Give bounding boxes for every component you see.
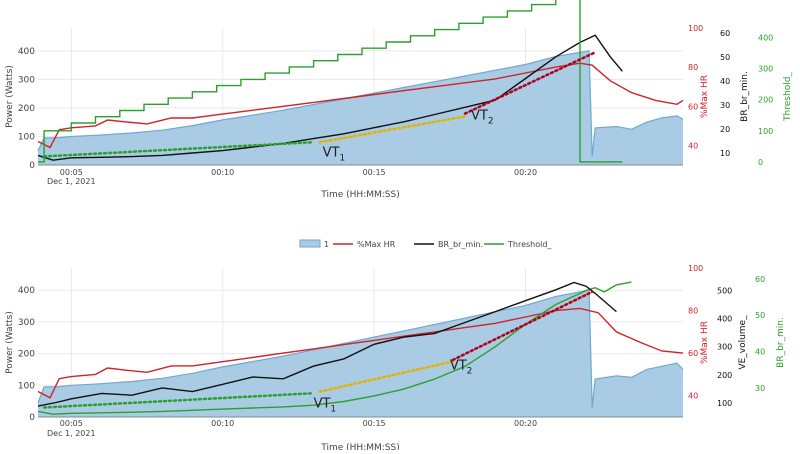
y-right-tick: 0	[758, 158, 763, 167]
y-left-tick: 100	[18, 381, 35, 391]
y-right-tick: 20	[720, 125, 730, 134]
y-right-tick: 50	[755, 311, 765, 320]
y-right-tick: 30	[720, 101, 730, 110]
y-right-tick: 60	[688, 349, 698, 358]
y-right-tick: 300	[758, 64, 773, 73]
x-tick: 00:10	[211, 168, 234, 177]
y-left-tick: 200	[18, 350, 35, 360]
annotation-sub: 1	[330, 404, 336, 414]
x-date-label: Dec 1, 2021	[47, 429, 96, 438]
y-right-tick: 10	[720, 149, 730, 158]
power-line	[37, 50, 684, 157]
annotation-sub: 1	[339, 153, 345, 163]
y-right-tick: 40	[688, 141, 698, 150]
annotation-vt: VT1	[314, 396, 337, 414]
gold-dotted-fit	[318, 115, 467, 144]
y-right-tick: 500	[717, 286, 732, 295]
series-line-threshold	[38, 0, 623, 163]
legend-item-label: 1	[324, 240, 329, 249]
power-area	[38, 290, 683, 417]
y-left-tick: 300	[18, 75, 35, 85]
y-right-tick: 80	[688, 307, 698, 316]
x-tick: 00:20	[514, 419, 537, 428]
green-dotted-fit	[42, 391, 315, 409]
red-dotted-fit	[451, 290, 594, 362]
y-right-tick: 60	[688, 102, 698, 111]
legend-item-label: BR_br_min.	[438, 240, 483, 249]
x-tick: 00:15	[363, 419, 386, 428]
y-right-tick: 100	[688, 264, 703, 273]
y-right-tick: 50	[720, 53, 730, 62]
green-dotted-fit	[42, 140, 315, 158]
y-right-tick: 400	[758, 33, 773, 42]
y-left-tick: 100	[18, 132, 35, 142]
annotation-vt: VT2	[450, 358, 473, 376]
legend-item-label: Threshold_	[507, 240, 552, 249]
x-tick: 00:10	[211, 419, 234, 428]
y-right-label: %Max HR	[700, 321, 710, 364]
y-right-label: Threshold_	[783, 72, 793, 122]
y-right-label: %Max HR	[700, 75, 710, 118]
y-right-tick: 30	[755, 384, 765, 393]
x-axis-label: Time (HH:MM:SS)	[320, 443, 399, 450]
y-right-tick: 40	[720, 77, 730, 86]
series-line-brbrmin	[37, 34, 623, 161]
series-line-maxhr	[37, 307, 684, 399]
x-date-label: Dec 1, 2021	[47, 177, 96, 186]
y-right-tick: 200	[758, 96, 773, 105]
y-right-tick: 100	[758, 127, 773, 136]
y-right-label: BR_br_min.	[776, 317, 786, 368]
y-right-tick: 100	[717, 399, 732, 408]
series-line-vevolume	[37, 281, 632, 415]
legend-swatch-area	[299, 239, 321, 248]
x-tick: 00:05	[60, 419, 83, 428]
annotation-base: VT	[323, 145, 340, 160]
annotation-sub: 2	[488, 116, 494, 126]
y-right-tick: 40	[755, 348, 765, 357]
y-right-label: BR_br_min.	[740, 71, 750, 122]
y-right-tick: 200	[717, 371, 732, 380]
annotation-base: VT	[450, 358, 467, 373]
y-left-tick: 400	[18, 286, 35, 296]
series-line-maxhr	[37, 62, 684, 149]
annotation-vt: VT2	[471, 108, 494, 126]
x-axis-label: Time (HH:MM:SS)	[320, 190, 399, 200]
red-dotted-fit	[463, 51, 597, 115]
bottom-chart: 0 100 200 300 400 Power (Watts) 40 60 80 100 %Max …	[5, 264, 786, 453]
annotation-base: VT	[471, 108, 488, 123]
y-left-label: Power (Watts)	[5, 311, 15, 374]
gold-dotted-fit	[318, 360, 455, 393]
power-line	[37, 289, 684, 408]
annotation-sub: 2	[467, 366, 473, 376]
y-right-tick: 300	[717, 343, 732, 352]
y-left-label: Power (Watts)	[5, 65, 15, 128]
y-left-tick: 0	[29, 161, 35, 171]
y-right-tick: 80	[688, 63, 698, 72]
y-right-tick: 60	[720, 29, 730, 38]
x-tick: 00:05	[60, 168, 83, 177]
annotation-vt: VT1	[323, 145, 346, 163]
annotation-base: VT	[314, 396, 331, 411]
y-right-tick: 60	[755, 275, 765, 284]
legend[interactable]: 1 %Max HR BR_br_min. Threshold_	[299, 239, 552, 249]
y-right-tick: 100	[688, 24, 703, 33]
x-tick: 00:15	[363, 168, 386, 177]
y-left-tick: 200	[18, 104, 35, 114]
y-left-tick: 300	[18, 318, 35, 328]
y-right-tick: 40	[688, 392, 698, 401]
y-left-tick: 0	[29, 413, 35, 423]
x-tick: 00:20	[514, 168, 537, 177]
series-line-brbrmin	[37, 281, 617, 407]
y-right-tick: 400	[717, 315, 732, 324]
y-right-label: VE_volume_	[738, 315, 748, 370]
y-left-tick: 400	[18, 47, 35, 57]
legend-item-label: %Max HR	[357, 240, 396, 249]
power-area	[38, 50, 683, 165]
